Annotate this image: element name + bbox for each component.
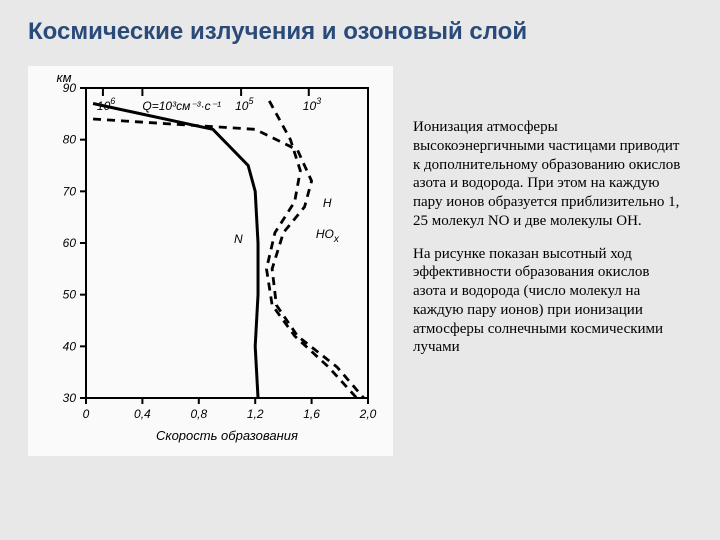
svg-text:N: N (234, 232, 243, 246)
content-area: 30405060708090 00,40,81,21,62,0 106Q=10³… (28, 66, 692, 461)
y-axis-ticks: 30405060708090 (63, 81, 86, 405)
svg-text:0,4: 0,4 (134, 407, 151, 421)
svg-text:2,0: 2,0 (359, 407, 377, 421)
y-axis-label: км (56, 70, 71, 85)
svg-text:H: H (323, 196, 332, 210)
svg-text:60: 60 (63, 236, 77, 250)
svg-text:1,2: 1,2 (247, 407, 264, 421)
svg-text:0: 0 (83, 407, 90, 421)
chart-panel: 30405060708090 00,40,81,21,62,0 106Q=10³… (28, 66, 393, 461)
x-axis-label: Скорость образования (156, 428, 298, 443)
plot-box (86, 88, 368, 398)
body-text: Ионизация атмосферы высокоэнергичными ча… (413, 66, 692, 461)
svg-text:70: 70 (63, 184, 77, 198)
svg-text:105: 105 (235, 96, 254, 113)
x-axis-ticks: 0 0,4 0,8 1,2 1,6 2,0 (83, 398, 377, 421)
svg-text:HOx: HOx (316, 227, 340, 245)
top-scale: 106Q=10³см⁻³·c⁻¹105103 (97, 88, 321, 113)
paragraph-2: На рисунке показан высотный ход эффектив… (413, 245, 686, 358)
paragraph-1: Ионизация атмосферы высокоэнергичными ча… (413, 118, 686, 231)
svg-text:80: 80 (63, 133, 77, 147)
svg-text:103: 103 (303, 96, 321, 113)
series-lines (93, 101, 364, 398)
svg-text:40: 40 (63, 339, 77, 353)
svg-text:Q=10³см⁻³·c⁻¹: Q=10³см⁻³·c⁻¹ (142, 99, 221, 113)
series-labels: N H HOx (234, 196, 340, 246)
svg-text:0,8: 0,8 (190, 407, 207, 421)
altitude-chart: 30405060708090 00,40,81,21,62,0 106Q=10³… (28, 66, 393, 456)
page-title: Космические излучения и озоновый слой (28, 18, 692, 46)
svg-text:30: 30 (63, 391, 77, 405)
slide: Космические излучения и озоновый слой 30… (0, 0, 720, 540)
svg-text:50: 50 (63, 288, 77, 302)
svg-text:1,6: 1,6 (303, 407, 320, 421)
